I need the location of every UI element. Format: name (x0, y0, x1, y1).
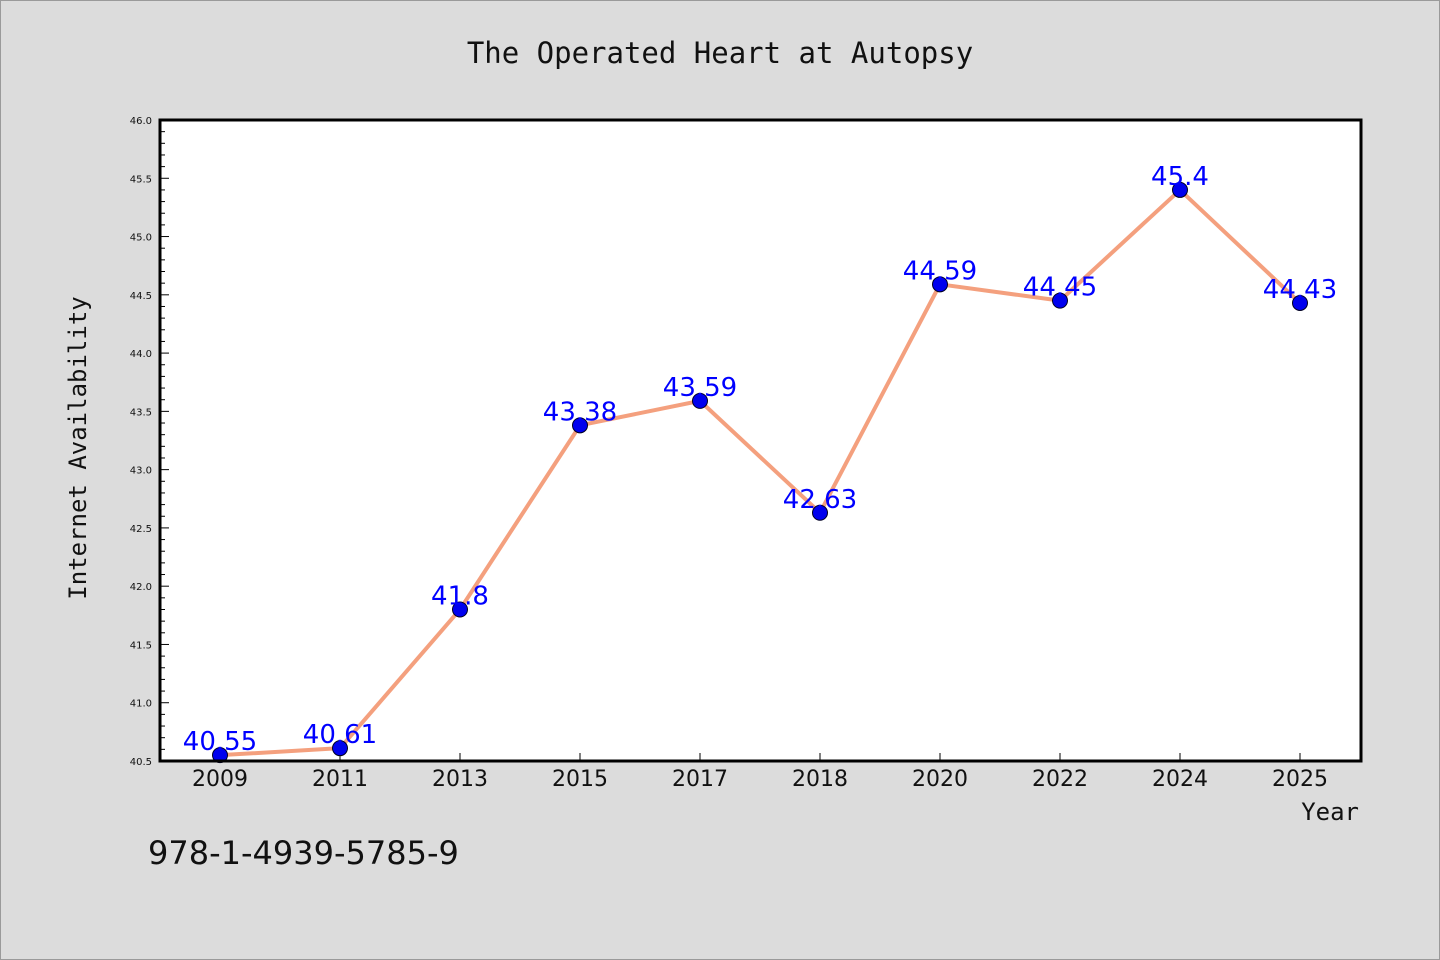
y-tick-label: 42.5 (130, 524, 152, 535)
y-tick-label: 45.5 (130, 174, 152, 185)
data-label: 40.55 (183, 727, 257, 757)
y-tick-label: 40.5 (130, 757, 152, 768)
x-tick-label: 2011 (312, 767, 368, 792)
y-tick-label: 43.0 (130, 466, 152, 477)
x-tick-label: 2013 (432, 767, 488, 792)
y-tick-label: 44.0 (130, 349, 152, 360)
data-point-marker (1052, 292, 1068, 309)
data-point-marker (452, 601, 468, 618)
x-axis: 2009 2011 2013 2015 2017 2018 2020 2022 2024 2025 (192, 753, 1328, 792)
plot-area (160, 120, 1361, 761)
data-label: 44.59 (903, 256, 977, 286)
data-point-marker (812, 504, 828, 521)
y-tick-label: 41.5 (130, 640, 152, 651)
data-label: 44.45 (1023, 273, 1097, 303)
data-label: 40.61 (303, 720, 377, 750)
x-tick-label: 2020 (912, 767, 968, 792)
x-tick-label: 2018 (792, 767, 848, 792)
data-point-marker (1172, 181, 1188, 198)
series-price (212, 181, 1308, 764)
series-line (218, 187, 1302, 758)
data-point-marker (1292, 294, 1308, 311)
data-point-marker (932, 276, 948, 293)
data-point-marker (332, 740, 348, 757)
data-point-marker (692, 392, 708, 409)
y-tick-label: 44.5 (130, 291, 152, 302)
data-label: 43.59 (663, 373, 737, 403)
chart-title: The Operated Heart at Autopsy (467, 36, 973, 70)
data-point-marker (572, 417, 588, 434)
footer-isbn: 978-1-4939-5785-9 (148, 834, 459, 872)
data-labels: 40.55 40.61 41.8 43.38 43.59 42.63 44.59 44.45 4… (183, 162, 1337, 757)
x-tick-label: 2009 (192, 767, 248, 792)
x-tick-label: 2025 (1272, 767, 1328, 792)
data-label: 43.38 (543, 397, 617, 427)
data-point-marker (212, 747, 228, 764)
y-axis-label: Internet Availability (64, 296, 92, 599)
x-tick-label: 2024 (1152, 767, 1208, 792)
y-tick-label: 41.0 (130, 699, 152, 710)
x-tick-label: 2017 (672, 767, 728, 792)
data-label: 42.63 (783, 485, 857, 515)
y-tick-label: 43.5 (130, 407, 152, 418)
y-tick-label: 42.0 (130, 582, 152, 593)
x-tick-label: 2022 (1032, 767, 1088, 792)
y-tick-label: 46.0 (130, 116, 152, 127)
data-label: 41.8 (431, 581, 489, 611)
data-label: 45.4 (1151, 162, 1209, 192)
x-axis-label: Year (1301, 798, 1359, 826)
x-tick-label: 2015 (552, 767, 608, 792)
plot-frame (158, 118, 1363, 763)
data-label: 44.43 (1263, 275, 1337, 305)
y-tick-label: 45.0 (130, 233, 152, 244)
